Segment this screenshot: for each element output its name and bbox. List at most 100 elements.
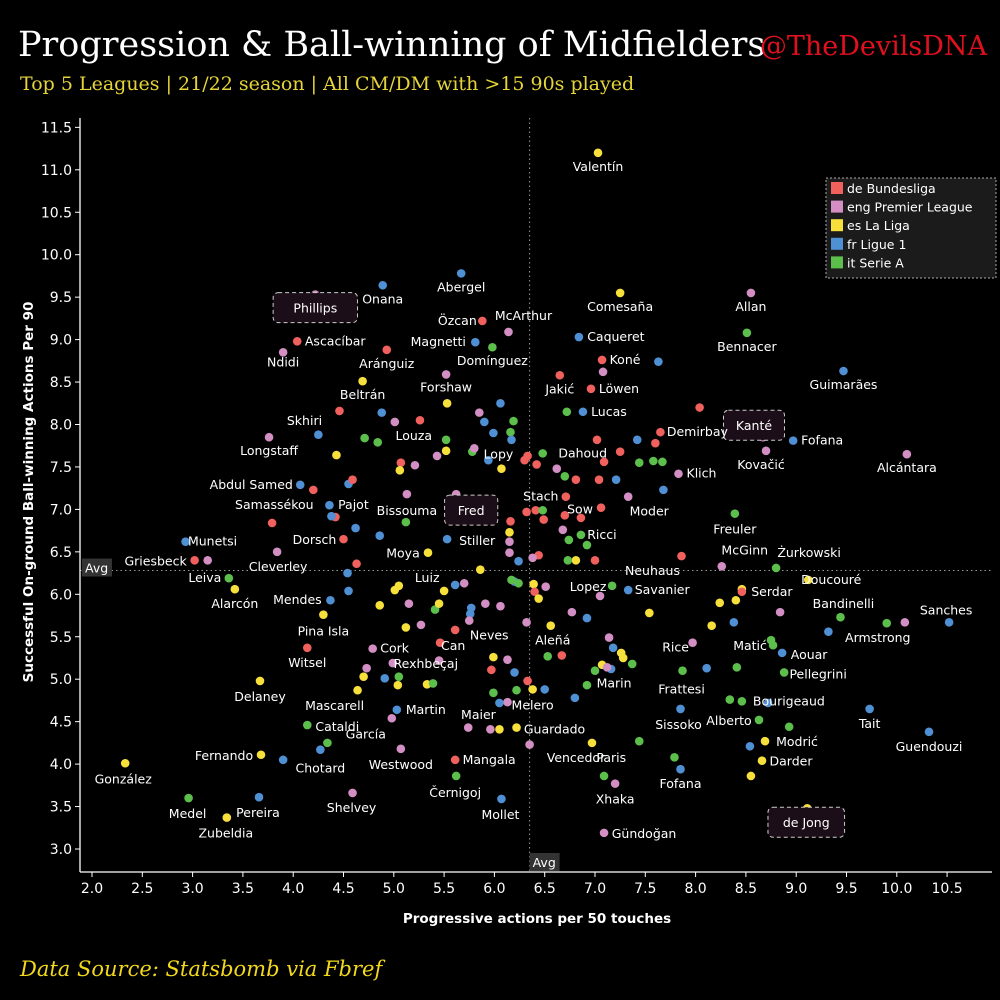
data-point (489, 688, 498, 698)
x-tick-label: 3.0 (181, 881, 203, 897)
data-point-chotard (316, 745, 325, 754)
point-label: Magnetti (411, 334, 466, 349)
data-point (415, 415, 425, 425)
data-point (343, 568, 352, 578)
data-point (332, 450, 341, 460)
data-point-cataldi (302, 720, 312, 730)
data-point (487, 665, 496, 675)
data-point (567, 607, 577, 617)
data-point (900, 618, 910, 627)
point-label: Shelvey (327, 800, 377, 815)
data-point (484, 455, 493, 465)
data-point (441, 435, 451, 445)
data-point-fernando (256, 750, 266, 760)
data-point (582, 680, 592, 690)
data-point-louza (390, 417, 400, 427)
point-label: Neuhaus (625, 563, 680, 578)
point-label: Medel (169, 806, 207, 821)
data-point-maier (495, 698, 504, 708)
data-point (745, 741, 755, 751)
point-label: Witsel (288, 655, 326, 670)
y-tick-label: 3.0 (50, 842, 72, 858)
point-label: Sanches (920, 602, 973, 617)
data-point (595, 591, 605, 601)
y-tick-label: 10.5 (41, 205, 72, 221)
data-point-dahoud (538, 449, 547, 458)
point-label: Mendes (273, 592, 322, 607)
data-point (360, 433, 369, 443)
point-label: Caqueret (587, 329, 644, 344)
data-point (463, 723, 473, 732)
point-label: Forshaw (420, 379, 472, 394)
data-point (590, 666, 600, 676)
point-label: Marin (597, 675, 632, 690)
data-point-guendouzi (924, 727, 934, 737)
data-point (531, 505, 540, 515)
data-point (707, 621, 716, 631)
point-label: Bennacer (717, 339, 777, 354)
x-tick-label: 8.0 (684, 881, 706, 897)
data-point (465, 609, 475, 619)
data-point-pereira (254, 792, 264, 802)
data-point (506, 516, 515, 526)
point-label: Lopez (570, 579, 607, 594)
point-label: Kovačić (737, 457, 785, 472)
data-point-sissoko (676, 704, 685, 714)
data-point-shelvey (348, 788, 357, 798)
data-point (401, 517, 411, 527)
data-point (481, 599, 490, 608)
data-point (590, 556, 600, 565)
data-point-neuhaus (677, 551, 686, 561)
avg-x-label-bg (529, 853, 560, 871)
point-label: Cleverley (249, 559, 308, 574)
data-point-gonzález (120, 758, 130, 768)
data-point-pajot (325, 500, 334, 510)
data-point-ricci (576, 530, 586, 540)
point-label: Paris (596, 750, 626, 765)
data-point (469, 443, 479, 453)
data-point (522, 507, 531, 517)
data-point-witsel (302, 643, 312, 653)
data-point (432, 451, 442, 461)
data-point (576, 513, 586, 523)
data-point (434, 599, 444, 608)
y-tick-label: 8.5 (50, 375, 72, 391)
data-point (599, 457, 609, 467)
point-label: Cork (380, 641, 410, 656)
point-label: Delaney (234, 689, 286, 704)
legend-label-it: it Serie A (847, 255, 904, 270)
point-label: Frattesi (658, 682, 705, 697)
data-point (543, 651, 553, 661)
data-point-mollet (497, 794, 506, 804)
data-point (435, 638, 445, 647)
data-point (541, 582, 551, 591)
x-tick-label: 6.5 (534, 881, 556, 897)
point-label: Savanier (635, 582, 691, 597)
point-label: Luiz (415, 570, 440, 585)
data-point (645, 608, 654, 618)
data-point-tait (865, 704, 874, 714)
data-point (377, 408, 387, 417)
data-point-ascacíbar (292, 336, 302, 346)
data-point (489, 428, 498, 438)
point-label: Pereira (236, 805, 280, 820)
point-label: Maier (461, 707, 497, 722)
data-point-westwood (396, 744, 406, 754)
data-point-magnetti (470, 337, 480, 347)
point-label: Lucas (591, 404, 627, 419)
point-label: Aránguiz (359, 356, 415, 371)
axes: 2.0 2.5 3.0 3.5 4.0 4.5 5.0 5.5 6.0 6.5 7.0 7.5 8.0 8… (41, 118, 992, 897)
data-point (506, 427, 515, 437)
data-point-aránguiz (382, 345, 392, 355)
data-point (540, 685, 549, 694)
data-point (375, 601, 385, 610)
data-point (394, 581, 404, 591)
data-point-fofana (676, 764, 685, 774)
data-point-sanches (944, 618, 954, 627)
y-tick-label: 8.0 (50, 418, 72, 434)
avg-y-label: Avg (85, 561, 108, 576)
data-point (571, 556, 581, 565)
data-point (528, 553, 537, 563)
point-label: Matić (733, 638, 767, 653)
